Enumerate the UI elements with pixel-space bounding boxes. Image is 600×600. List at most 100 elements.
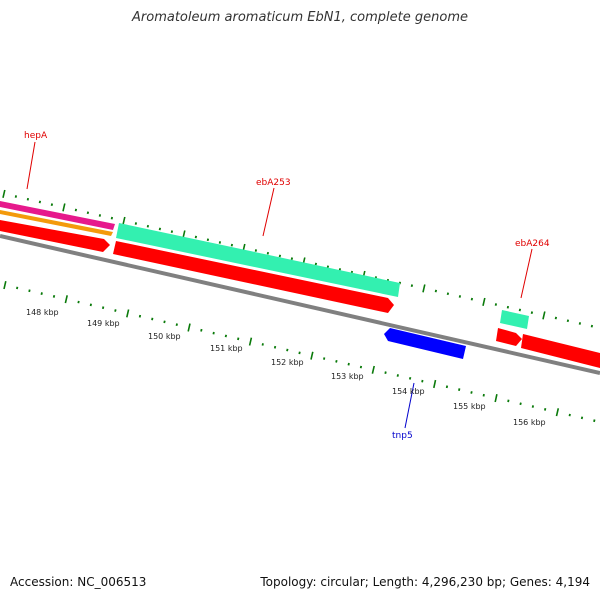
minor-tick xyxy=(530,311,534,315)
minor-tick xyxy=(290,257,294,261)
feature-orange[interactable] xyxy=(0,210,113,236)
minor-tick xyxy=(138,314,142,318)
minor-tick xyxy=(494,303,498,306)
major-tick xyxy=(494,394,498,403)
gene-label-hepA[interactable]: hepA xyxy=(24,131,48,141)
minor-tick xyxy=(323,357,326,360)
minor-tick xyxy=(326,265,330,269)
feature-red-4[interactable] xyxy=(521,334,600,368)
minor-tick xyxy=(170,230,174,234)
minor-tick xyxy=(26,197,30,201)
minor-tick xyxy=(151,317,154,321)
minor-tick xyxy=(114,309,117,312)
scale-label: 150 kbp xyxy=(148,332,181,341)
pointer-ebA253 xyxy=(262,187,275,237)
minor-tick xyxy=(410,284,414,288)
minor-tick xyxy=(158,227,162,231)
scale-label: 151 kbp xyxy=(210,344,243,353)
major-tick xyxy=(62,203,66,212)
minor-tick xyxy=(212,331,215,335)
gene-label-ebA253[interactable]: ebA253 xyxy=(256,178,291,188)
minor-tick xyxy=(273,345,277,349)
major-tick xyxy=(248,337,253,346)
scale-label: 153 kbp xyxy=(331,372,364,381)
minor-tick xyxy=(134,222,138,225)
minor-tick xyxy=(554,316,558,320)
minor-tick xyxy=(50,203,54,207)
major-tick xyxy=(542,311,546,320)
scale-labels: 148 kbp 149 kbp 150 kbp 151 kbp 152 kbp … xyxy=(26,308,546,427)
genome-summary-text: Topology: circular; Length: 4,296,230 bp… xyxy=(260,575,590,589)
minor-tick xyxy=(28,289,31,293)
feature-blue-tnp5[interactable] xyxy=(384,328,466,359)
minor-tick xyxy=(261,343,264,346)
minor-tick xyxy=(163,320,166,324)
minor-tick xyxy=(38,200,42,204)
minor-tick xyxy=(544,408,547,411)
minor-tick xyxy=(146,224,150,228)
feature-aqua-ebA264[interactable] xyxy=(500,310,529,329)
minor-tick xyxy=(408,376,412,380)
feature-red-3[interactable] xyxy=(496,328,522,346)
scale-label: 155 kbp xyxy=(453,402,486,411)
upper-tick-track xyxy=(2,189,594,328)
minor-tick xyxy=(568,413,571,417)
scale-label: 156 kbp xyxy=(513,418,546,427)
pointer-ebA264 xyxy=(520,248,533,299)
minor-tick xyxy=(266,251,270,255)
minor-tick xyxy=(347,362,350,366)
minor-tick xyxy=(580,416,584,420)
major-tick xyxy=(64,295,68,304)
minor-tick xyxy=(421,379,424,383)
genome-backbone xyxy=(0,234,600,375)
minor-tick xyxy=(590,324,594,328)
scale-label: 149 kbp xyxy=(87,319,120,328)
minor-tick xyxy=(578,322,582,325)
major-tick xyxy=(422,284,426,293)
feature-red-2[interactable] xyxy=(113,241,394,313)
minor-tick xyxy=(218,241,222,244)
scale-tick-track xyxy=(3,281,596,423)
minor-tick xyxy=(445,385,449,389)
major-tick xyxy=(371,365,375,374)
minor-tick xyxy=(98,214,102,217)
major-tick xyxy=(3,281,7,290)
minor-tick xyxy=(518,308,522,312)
minor-tick xyxy=(230,243,234,247)
minor-tick xyxy=(237,337,240,341)
minor-tick xyxy=(16,286,19,290)
minor-tick xyxy=(566,319,570,323)
minor-tick xyxy=(194,235,198,239)
feature-magenta[interactable] xyxy=(0,201,115,230)
minor-tick xyxy=(74,208,78,212)
minor-tick xyxy=(200,328,203,332)
feature-aqua-ebA253[interactable] xyxy=(116,223,400,297)
minor-tick xyxy=(298,351,301,355)
gene-label-ebA264[interactable]: ebA264 xyxy=(515,239,550,249)
scale-label: 152 kbp xyxy=(271,358,304,367)
major-tick xyxy=(2,189,6,198)
accession-text: Accession: NC_006513 xyxy=(10,575,147,589)
minor-tick xyxy=(52,294,56,298)
minor-tick xyxy=(101,306,105,310)
minor-tick xyxy=(482,393,485,397)
minor-tick xyxy=(278,254,282,258)
minor-tick xyxy=(86,211,90,215)
minor-tick xyxy=(335,359,338,363)
minor-tick xyxy=(507,399,510,403)
minor-tick xyxy=(434,289,438,293)
minor-tick xyxy=(470,391,473,394)
minor-tick xyxy=(446,292,450,296)
minor-tick xyxy=(89,303,92,307)
minor-tick xyxy=(593,419,596,423)
pointer-tnp5 xyxy=(404,382,415,429)
feature-red-1[interactable] xyxy=(0,220,110,252)
minor-tick xyxy=(314,262,318,266)
minor-tick xyxy=(458,388,461,392)
major-tick xyxy=(122,216,126,225)
minor-tick xyxy=(519,402,522,406)
minor-tick xyxy=(254,249,258,252)
minor-tick xyxy=(175,323,178,327)
gene-label-tnp5[interactable]: tnp5 xyxy=(392,431,413,441)
